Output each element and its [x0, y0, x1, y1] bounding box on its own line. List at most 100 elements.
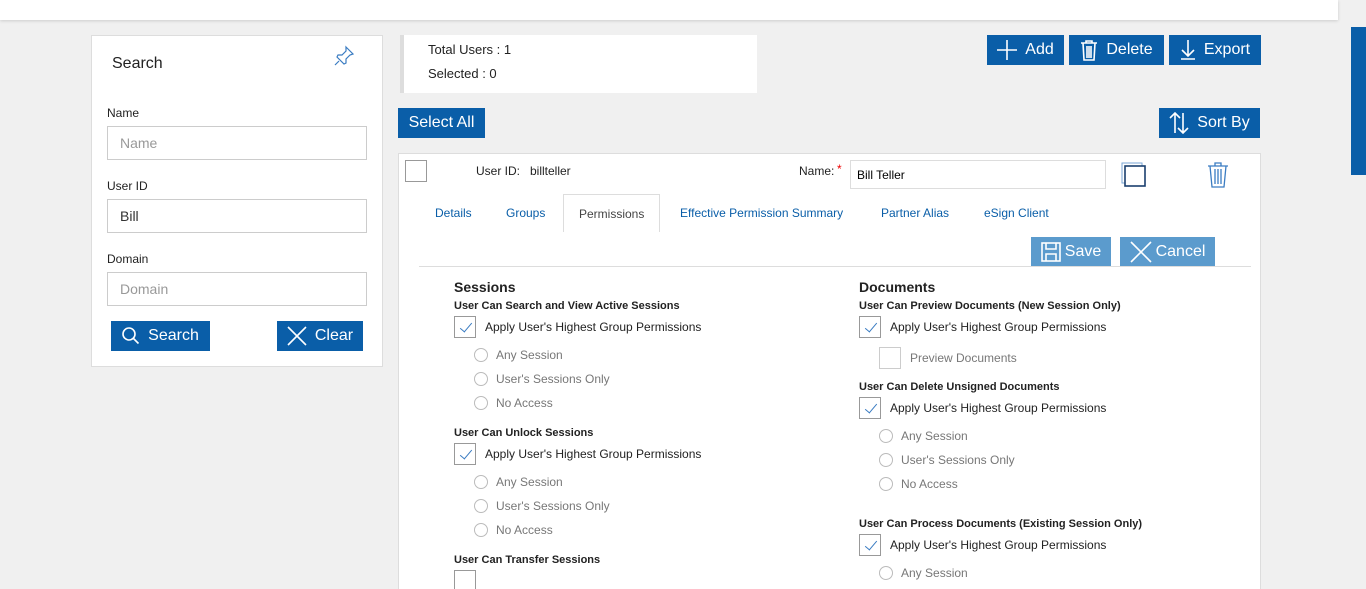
apply-group-permissions-row[interactable]: Apply User's Highest Group Permissions: [859, 396, 1239, 420]
sort-by-label: Sort By: [1197, 114, 1250, 131]
apply-label: Apply User's Highest Group Permissions: [485, 320, 702, 334]
preview-documents-checkbox[interactable]: [879, 347, 901, 369]
domain-input[interactable]: [107, 272, 367, 306]
documents-column: Documents User Can Preview Documents (Ne…: [859, 279, 1239, 585]
radio-icon[interactable]: [879, 566, 893, 580]
user-select-checkbox[interactable]: [405, 160, 427, 182]
clear-button[interactable]: Clear: [277, 321, 363, 351]
sessions-column: Sessions User Can Search and View Active…: [454, 279, 834, 589]
export-label: Export: [1203, 41, 1251, 58]
radio-icon[interactable]: [879, 429, 893, 443]
select-all-label: Select All: [408, 114, 475, 131]
select-all-button[interactable]: Select All: [398, 108, 485, 138]
radio-icon[interactable]: [474, 372, 488, 386]
name-label: Name: [107, 106, 140, 120]
search-icon: [122, 327, 140, 345]
radio-label: No Access: [496, 396, 553, 410]
pin-icon[interactable]: [332, 44, 356, 68]
group-title: User Can Delete Unsigned Documents: [859, 381, 1060, 393]
radio-option[interactable]: Any Session: [859, 561, 1239, 585]
add-label: Add: [1025, 41, 1054, 58]
apply-group-permissions-row[interactable]: Apply User's Highest Group Permissions: [859, 315, 1239, 339]
radio-option[interactable]: User's Sessions Only: [454, 367, 834, 391]
group-title: User Can Search and View Active Sessions: [454, 300, 680, 312]
radio-option[interactable]: No Access: [859, 472, 1239, 496]
trash-icon: [1081, 40, 1098, 61]
tab-partner-alias[interactable]: Partner Alias: [881, 206, 950, 220]
apply-label: Apply User's Highest Group Permissions: [890, 401, 1107, 415]
apply-group-permissions-row[interactable]: Apply User's Highest Group Permissions: [859, 533, 1239, 557]
save-label: Save: [1064, 243, 1102, 260]
radio-option[interactable]: Any Session: [859, 424, 1239, 448]
copy-icon[interactable]: [1121, 162, 1147, 188]
radio-option[interactable]: Any Session: [454, 343, 834, 367]
tab-groups[interactable]: Groups: [506, 206, 546, 220]
user-stats: Total Users : 1 Selected : 0: [400, 35, 757, 93]
tab-details[interactable]: Details: [435, 206, 472, 220]
add-button[interactable]: Add: [987, 35, 1064, 65]
name-input[interactable]: [107, 126, 367, 160]
close-icon: [1130, 241, 1152, 263]
radio-label: Any Session: [496, 348, 563, 362]
required-marker: *: [837, 162, 842, 176]
scrollbar[interactable]: [1351, 27, 1366, 175]
tab-permissions[interactable]: Permissions: [563, 194, 661, 232]
radio-icon[interactable]: [879, 477, 893, 491]
radio-option[interactable]: User's Sessions Only: [454, 494, 834, 518]
name-field-label: Name:: [799, 164, 835, 178]
total-users: Total Users : 1: [428, 42, 512, 57]
radio-icon[interactable]: [474, 499, 488, 513]
group-title: User Can Preview Documents (New Session …: [859, 300, 1121, 312]
apply-checkbox[interactable]: [859, 534, 881, 556]
search-button-label: Search: [148, 327, 199, 344]
download-icon: [1180, 40, 1195, 60]
group-title: User Can Transfer Sessions: [454, 554, 601, 566]
sessions-title: Sessions: [454, 279, 516, 295]
radio-label: No Access: [496, 523, 553, 537]
apply-group-permissions-row[interactable]: Apply User's Highest Group Permissions: [454, 442, 834, 466]
top-bar: [0, 0, 1338, 20]
radio-icon[interactable]: [474, 348, 488, 362]
apply-checkbox[interactable]: [859, 316, 881, 338]
userid-label: User ID: [107, 179, 148, 193]
userid-field-label: User ID:: [476, 164, 521, 178]
tab-effective-permission-summary[interactable]: Effective Permission Summary: [680, 206, 844, 220]
preview-documents-label: Preview Documents: [910, 351, 1017, 365]
user-name-input[interactable]: [850, 160, 1106, 189]
close-icon: [287, 326, 307, 346]
delete-button[interactable]: Delete: [1069, 35, 1164, 65]
apply-checkbox[interactable]: [454, 570, 476, 589]
radio-option[interactable]: No Access: [454, 518, 834, 542]
apply-checkbox[interactable]: [454, 443, 476, 465]
radio-option[interactable]: User's Sessions Only: [859, 448, 1239, 472]
clear-button-label: Clear: [314, 327, 354, 344]
group-title: User Can Process Documents (Existing Ses…: [859, 518, 1143, 530]
radio-icon[interactable]: [474, 475, 488, 489]
apply-label: Apply User's Highest Group Permissions: [890, 320, 1107, 334]
radio-option[interactable]: Any Session: [454, 470, 834, 494]
radio-icon[interactable]: [879, 453, 893, 467]
search-button[interactable]: Search: [111, 321, 210, 351]
save-icon: [1040, 242, 1061, 262]
domain-label: Domain: [107, 252, 149, 266]
sort-by-button[interactable]: Sort By: [1159, 108, 1260, 138]
apply-checkbox[interactable]: [454, 316, 476, 338]
search-title: Search: [112, 55, 163, 72]
userid-input[interactable]: [107, 199, 367, 233]
cancel-button[interactable]: Cancel: [1120, 237, 1215, 267]
preview-documents-row[interactable]: Preview Documents: [859, 345, 1239, 371]
tab-esign-client[interactable]: eSign Client: [984, 206, 1049, 220]
radio-label: User's Sessions Only: [901, 453, 1015, 467]
search-panel: Search Name User ID Domain Search Clear: [91, 35, 383, 367]
radio-icon[interactable]: [474, 396, 488, 410]
apply-group-permissions-row[interactable]: Apply User's Highest Group Permissions: [454, 315, 834, 339]
save-button[interactable]: Save: [1031, 237, 1111, 267]
radio-label: No Access: [901, 477, 958, 491]
export-button[interactable]: Export: [1169, 35, 1261, 65]
radio-icon[interactable]: [474, 523, 488, 537]
apply-label: Apply User's Highest Group Permissions: [890, 538, 1107, 552]
radio-option[interactable]: No Access: [454, 391, 834, 415]
plus-icon: [997, 40, 1018, 60]
trash-icon[interactable]: [1207, 162, 1229, 188]
apply-checkbox[interactable]: [859, 397, 881, 419]
